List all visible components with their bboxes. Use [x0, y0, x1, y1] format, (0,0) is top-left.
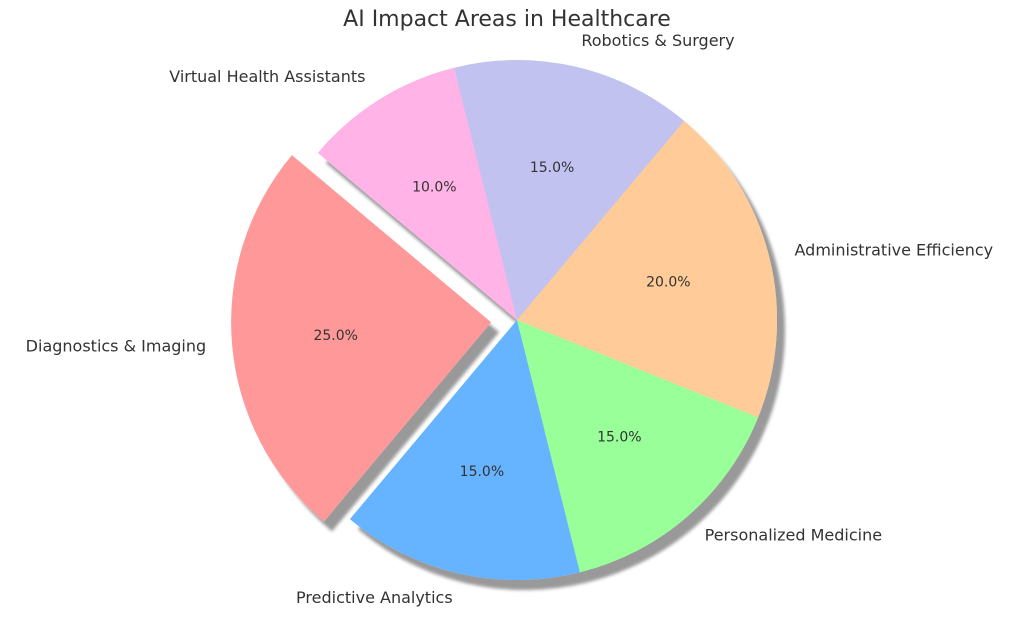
pie-slice — [454, 60, 685, 321]
slice-label: Robotics & Surgery — [581, 31, 734, 50]
pie-slice — [231, 155, 492, 522]
slice-label: Predictive Analytics — [296, 588, 453, 607]
slice-label: Virtual Health Assistants — [169, 67, 365, 86]
value-label: 15.0% — [530, 160, 574, 176]
chart-title: AI Impact Areas in Healthcare — [343, 7, 671, 32]
pie-slice — [517, 320, 759, 573]
pie-slice — [317, 67, 517, 320]
pie-slice — [349, 320, 580, 580]
slice-label: Diagnostics & Imaging — [26, 337, 207, 356]
value-label: 15.0% — [460, 464, 504, 480]
slice-label: Personalized Medicine — [705, 525, 882, 544]
value-label: 10.0% — [412, 180, 456, 196]
pie-slice — [517, 120, 777, 418]
value-label: 25.0% — [313, 328, 357, 344]
pie — [231, 60, 777, 580]
slice-label: Administrative Efficiency — [795, 240, 994, 259]
value-label: 20.0% — [646, 274, 690, 290]
value-label: 15.0% — [597, 430, 641, 446]
